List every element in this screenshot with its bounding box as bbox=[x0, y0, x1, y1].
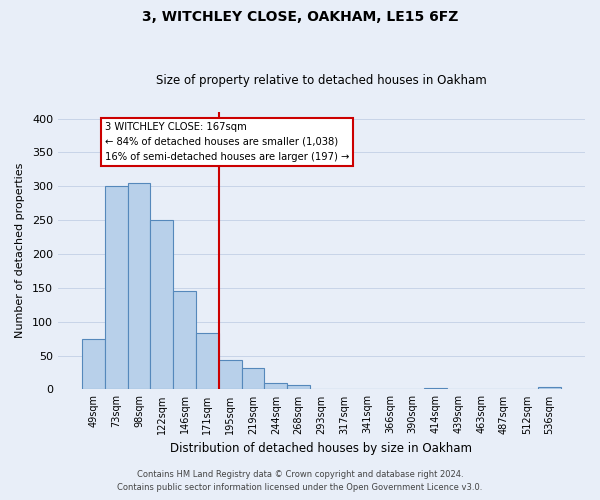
Text: Contains HM Land Registry data © Crown copyright and database right 2024.
Contai: Contains HM Land Registry data © Crown c… bbox=[118, 470, 482, 492]
Text: 3 WITCHLEY CLOSE: 167sqm
← 84% of detached houses are smaller (1,038)
16% of sem: 3 WITCHLEY CLOSE: 167sqm ← 84% of detach… bbox=[105, 122, 349, 162]
Bar bbox=[151, 220, 173, 390]
Title: Size of property relative to detached houses in Oakham: Size of property relative to detached ho… bbox=[156, 74, 487, 87]
Bar bbox=[424, 388, 447, 390]
Bar bbox=[265, 384, 287, 390]
Bar bbox=[196, 333, 219, 390]
Bar bbox=[105, 186, 128, 390]
Bar bbox=[82, 338, 105, 390]
Bar bbox=[128, 183, 151, 390]
Text: 3, WITCHLEY CLOSE, OAKHAM, LE15 6FZ: 3, WITCHLEY CLOSE, OAKHAM, LE15 6FZ bbox=[142, 10, 458, 24]
Bar bbox=[287, 384, 310, 390]
Bar bbox=[219, 360, 242, 390]
Bar bbox=[242, 368, 265, 390]
Bar bbox=[173, 291, 196, 390]
X-axis label: Distribution of detached houses by size in Oakham: Distribution of detached houses by size … bbox=[170, 442, 472, 455]
Y-axis label: Number of detached properties: Number of detached properties bbox=[15, 163, 25, 338]
Bar bbox=[538, 388, 561, 390]
